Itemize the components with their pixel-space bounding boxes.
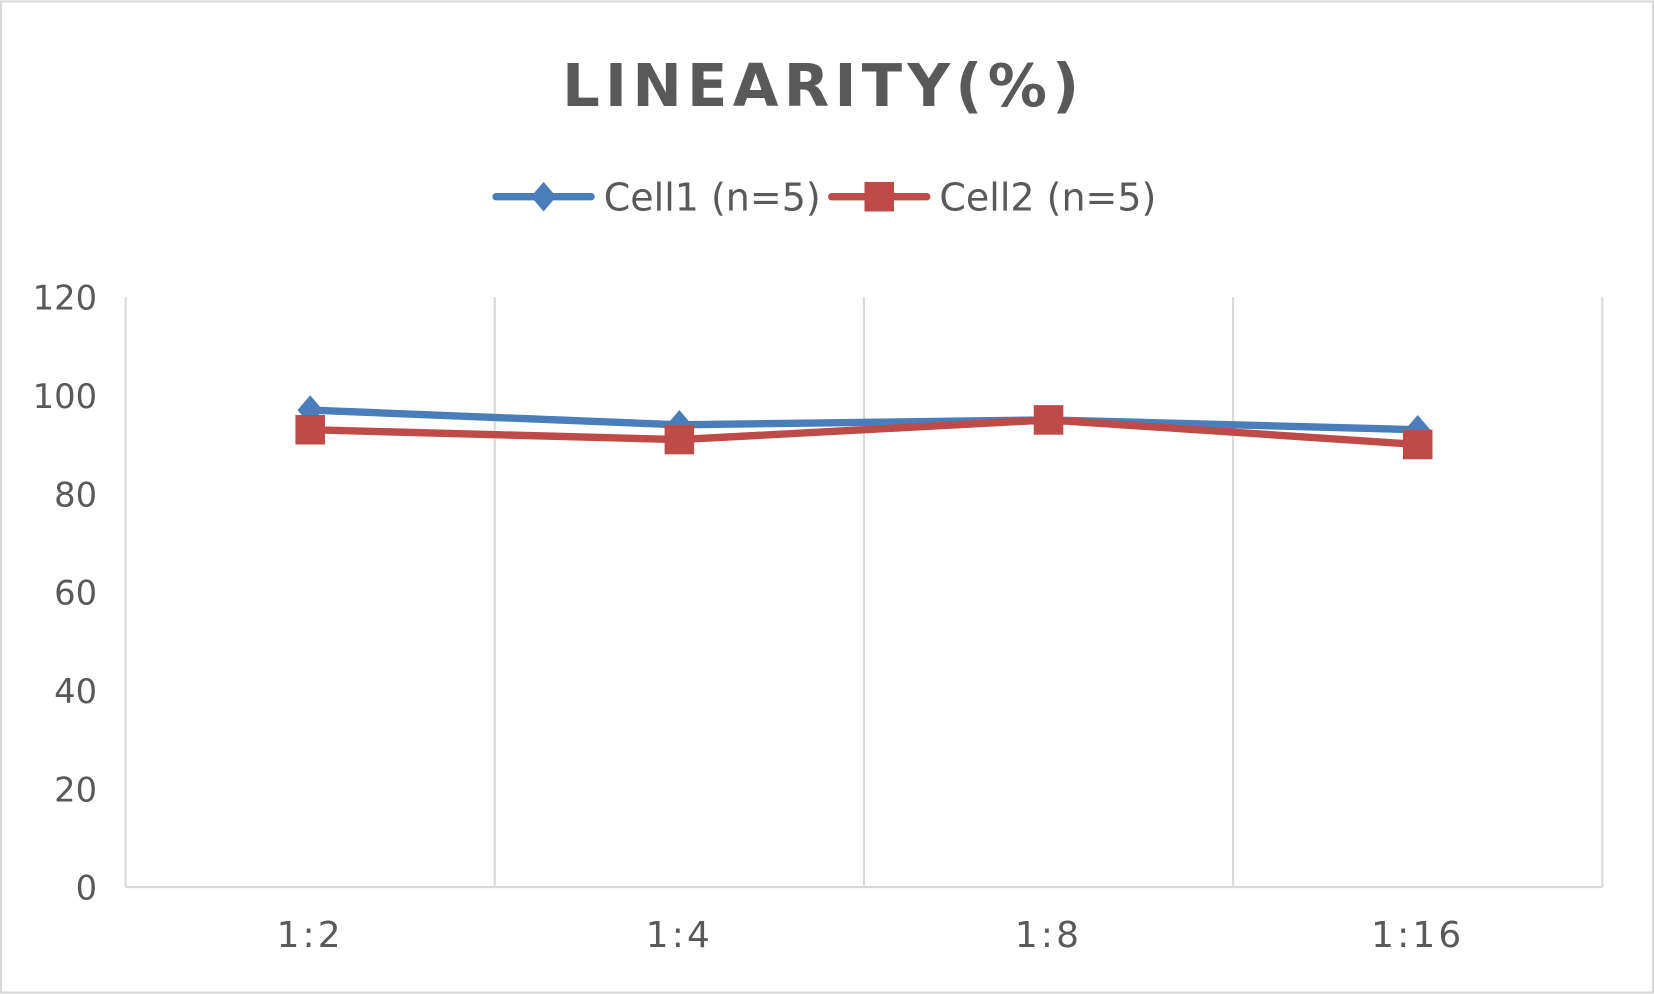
y-tick-label: 20: [54, 770, 97, 809]
x-tick-label: 1:4: [646, 915, 713, 956]
y-axis-ticks: 0 20 40 60 80 100 120: [33, 279, 97, 908]
series-2: [295, 405, 1433, 460]
y-tick-label: 40: [54, 672, 97, 711]
chart-title: LINEARITY(%): [562, 51, 1084, 120]
y-tick-label: 100: [33, 377, 97, 416]
y-tick-label: 60: [54, 574, 97, 613]
y-tick-label: 120: [33, 279, 97, 318]
legend-label: Cell2 (n=5): [939, 175, 1156, 219]
series-lines: [295, 395, 1433, 460]
square-marker: [864, 181, 895, 212]
diamond-marker: [530, 181, 557, 212]
y-tick-label: 80: [54, 475, 97, 514]
square-marker: [1402, 429, 1433, 460]
y-tick-label: 0: [76, 869, 97, 908]
x-axis-ticks: 1:2 1:4 1:8 1:16: [277, 915, 1464, 956]
legend-label: Cell1 (n=5): [604, 175, 821, 219]
x-tick-label: 1:2: [277, 915, 344, 956]
square-marker: [664, 424, 695, 455]
square-marker: [295, 414, 325, 445]
legend: Cell1 (n=5) Cell2 (n=5): [492, 175, 1156, 219]
x-tick-label: 1:16: [1371, 915, 1464, 956]
series-line: [310, 416, 1418, 449]
gridlines: [124, 296, 1604, 889]
x-tick-label: 1:8: [1015, 915, 1082, 956]
square-marker: [1033, 405, 1064, 435]
series-line: [310, 406, 1418, 434]
